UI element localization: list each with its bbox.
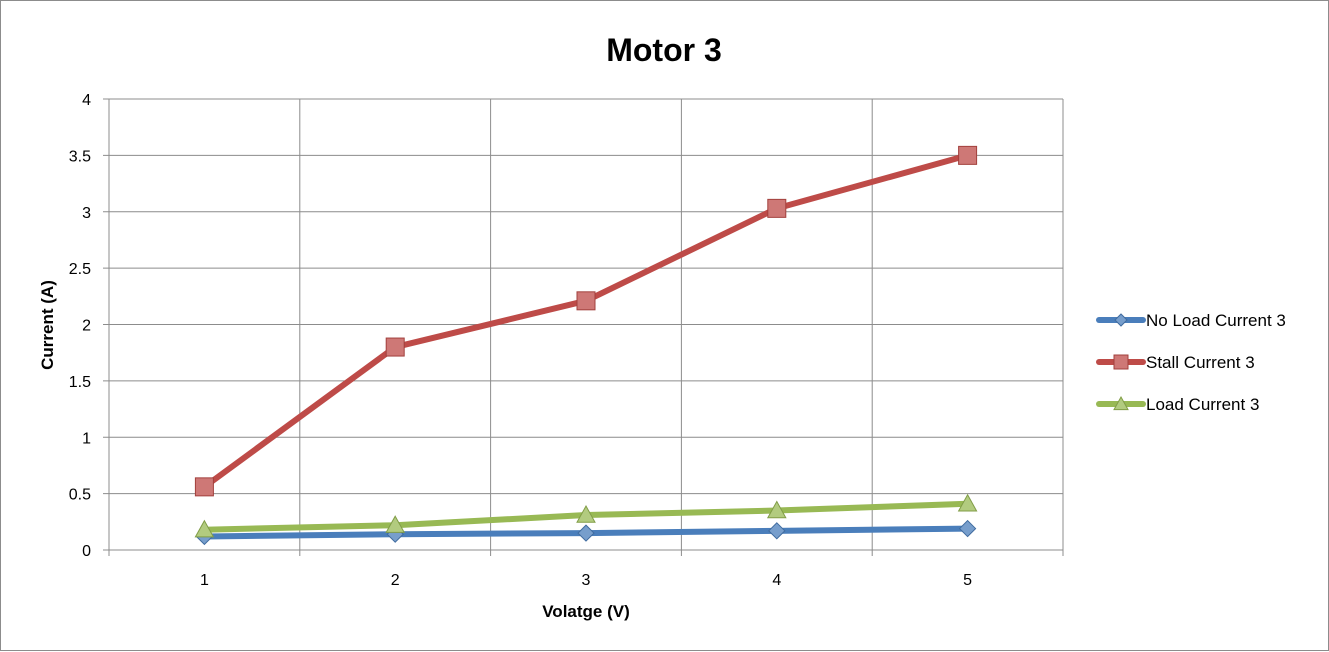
x-tick-label: 1 <box>200 572 209 589</box>
data-point <box>766 500 787 519</box>
x-tick-label: 4 <box>772 572 781 589</box>
data-point <box>577 524 595 542</box>
x-axis-title: Volatge (V) <box>542 602 630 621</box>
y-tick-label: 1 <box>82 430 91 447</box>
y-tick-label: 3 <box>82 205 91 222</box>
legend-swatch-marker <box>1113 354 1129 370</box>
y-tick-label: 4 <box>82 92 91 109</box>
data-point <box>576 291 596 311</box>
legend-label: No Load Current 3 <box>1146 311 1286 330</box>
x-tick-label: 3 <box>582 572 591 589</box>
legend-entry: Stall Current 3 <box>1096 353 1255 372</box>
y-axis-title: Current (A) <box>38 280 57 370</box>
y-tick-label: 3.5 <box>69 148 91 165</box>
series-triangle <box>194 493 978 538</box>
chart-title: Motor 3 <box>606 32 722 68</box>
legend-entry: Load Current 3 <box>1096 395 1259 414</box>
data-point <box>385 337 405 357</box>
legend-entry: No Load Current 3 <box>1096 311 1286 330</box>
data-point <box>958 519 977 538</box>
tick-labels: 0 0.5 1 1.5 2 2.5 3 3.5 4 1 2 3 4 5 <box>69 92 972 589</box>
legend-label: Load Current 3 <box>1146 395 1259 414</box>
x-tick-label: 5 <box>963 572 972 589</box>
data-point <box>958 145 978 165</box>
data-point <box>767 198 787 218</box>
y-tick-label: 2 <box>82 318 91 335</box>
y-tick-label: 1.5 <box>69 374 91 391</box>
data-point <box>194 519 215 538</box>
series-diamond <box>195 519 977 546</box>
series-square <box>194 145 978 497</box>
series <box>194 145 978 546</box>
y-tick-label: 0.5 <box>69 487 91 504</box>
data-point <box>768 522 786 540</box>
data-point <box>194 477 214 497</box>
legend-label: Stall Current 3 <box>1146 353 1255 372</box>
data-point <box>957 493 978 512</box>
x-tick-label: 2 <box>391 572 400 589</box>
data-point <box>576 505 596 523</box>
data-point <box>385 515 406 533</box>
y-tick-label: 2.5 <box>69 261 91 278</box>
y-tick-label: 0 <box>82 543 91 560</box>
legend: No Load Current 3 Stall Current 3 Load Cur… <box>1096 311 1286 414</box>
legend-swatch-marker <box>1113 395 1129 411</box>
axes <box>103 98 1064 556</box>
legend-swatch-marker <box>1114 313 1128 327</box>
